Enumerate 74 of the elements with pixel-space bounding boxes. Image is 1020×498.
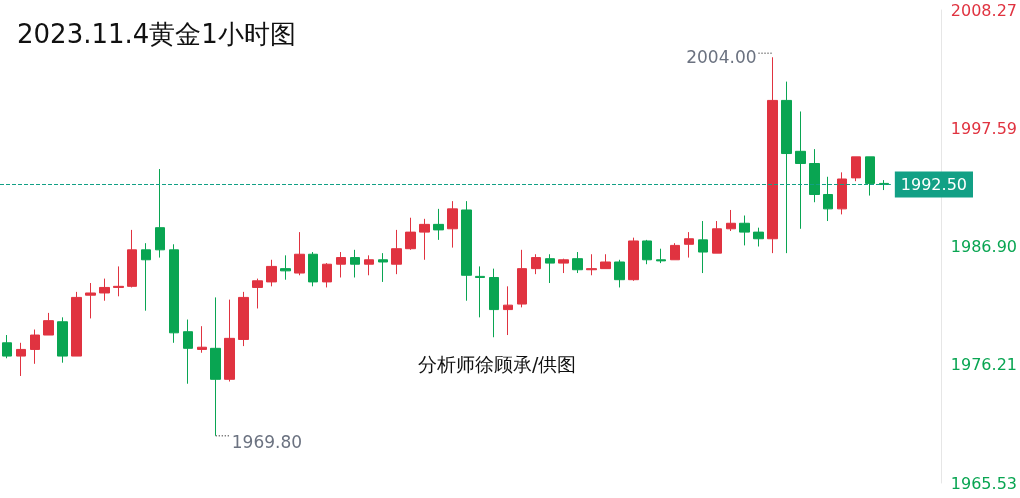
candlestick — [558, 258, 569, 274]
candlestick — [531, 253, 541, 275]
candlestick — [364, 254, 374, 276]
candlestick — [391, 229, 402, 275]
candlestick — [461, 200, 472, 302]
candlestick — [545, 253, 555, 284]
candlestick — [155, 168, 165, 259]
candlestick — [419, 218, 430, 261]
candlestick — [503, 285, 513, 336]
candlestick — [572, 251, 583, 274]
candlestick — [280, 254, 291, 281]
candlestick — [614, 259, 625, 288]
candlestick — [879, 179, 889, 191]
candlestick — [322, 262, 332, 288]
annotation: 2004.00 — [686, 47, 757, 68]
candlestick — [795, 110, 806, 230]
candlestick — [169, 243, 179, 344]
candlestick — [670, 242, 680, 261]
candlestick — [642, 239, 652, 265]
chart-title: 2023.11.4黄金1小时图 — [17, 19, 296, 49]
candlestick — [238, 291, 249, 347]
candlestick — [586, 253, 597, 276]
candlestick — [447, 200, 458, 249]
candlestick — [517, 249, 527, 308]
candlestick — [865, 156, 875, 197]
ref-line-label: 1992.50 — [900, 175, 968, 195]
candlestick — [210, 296, 221, 437]
y-tick-label: 1976.21 — [950, 355, 1018, 375]
candlestick — [2, 334, 12, 359]
candlestick — [308, 251, 318, 287]
candlestick — [698, 220, 708, 274]
y-tick-label: 2008.27 — [950, 0, 1018, 20]
y-tick-label: 1986.90 — [950, 237, 1018, 256]
candlestick — [294, 231, 305, 276]
candlestick — [183, 319, 193, 385]
candlestick — [781, 81, 792, 254]
candlestick — [628, 237, 639, 282]
candlestick — [197, 325, 207, 354]
candlestick — [71, 291, 82, 357]
candlestick — [99, 278, 110, 302]
candlestick — [85, 282, 96, 319]
candlestick — [16, 342, 26, 377]
candlestick — [656, 248, 666, 264]
candlestick — [475, 265, 485, 318]
candlestick — [378, 252, 388, 283]
candlestick — [350, 249, 360, 278]
candlestick — [224, 299, 235, 383]
candlestick — [57, 316, 68, 364]
candlestick — [43, 312, 54, 336]
annotation: 分析师徐顾承/供图 — [418, 352, 577, 375]
candlestick — [113, 265, 124, 297]
candlestick — [405, 217, 416, 251]
candlestick — [489, 268, 499, 338]
candlestick — [141, 242, 151, 312]
candlestick — [837, 171, 847, 215]
candlestick — [767, 56, 778, 254]
annotation: 1969.80 — [231, 431, 303, 452]
candlestick — [712, 220, 722, 254]
candlestick — [823, 176, 833, 222]
candlestick — [684, 231, 694, 259]
candlestick — [127, 229, 137, 288]
candlestick — [726, 209, 736, 232]
candlestick — [739, 215, 750, 246]
candlestick — [252, 278, 263, 309]
candlestick — [30, 329, 40, 365]
candlestick — [753, 227, 764, 247]
candlestick — [851, 156, 861, 182]
y-tick-label: 1965.53 — [950, 473, 1018, 493]
candlestick — [336, 251, 346, 278]
candlestick — [266, 259, 277, 287]
y-tick-label: 1997.59 — [950, 118, 1018, 138]
candlestick — [600, 253, 611, 270]
candlestick — [433, 208, 444, 241]
candlestick — [809, 148, 820, 203]
